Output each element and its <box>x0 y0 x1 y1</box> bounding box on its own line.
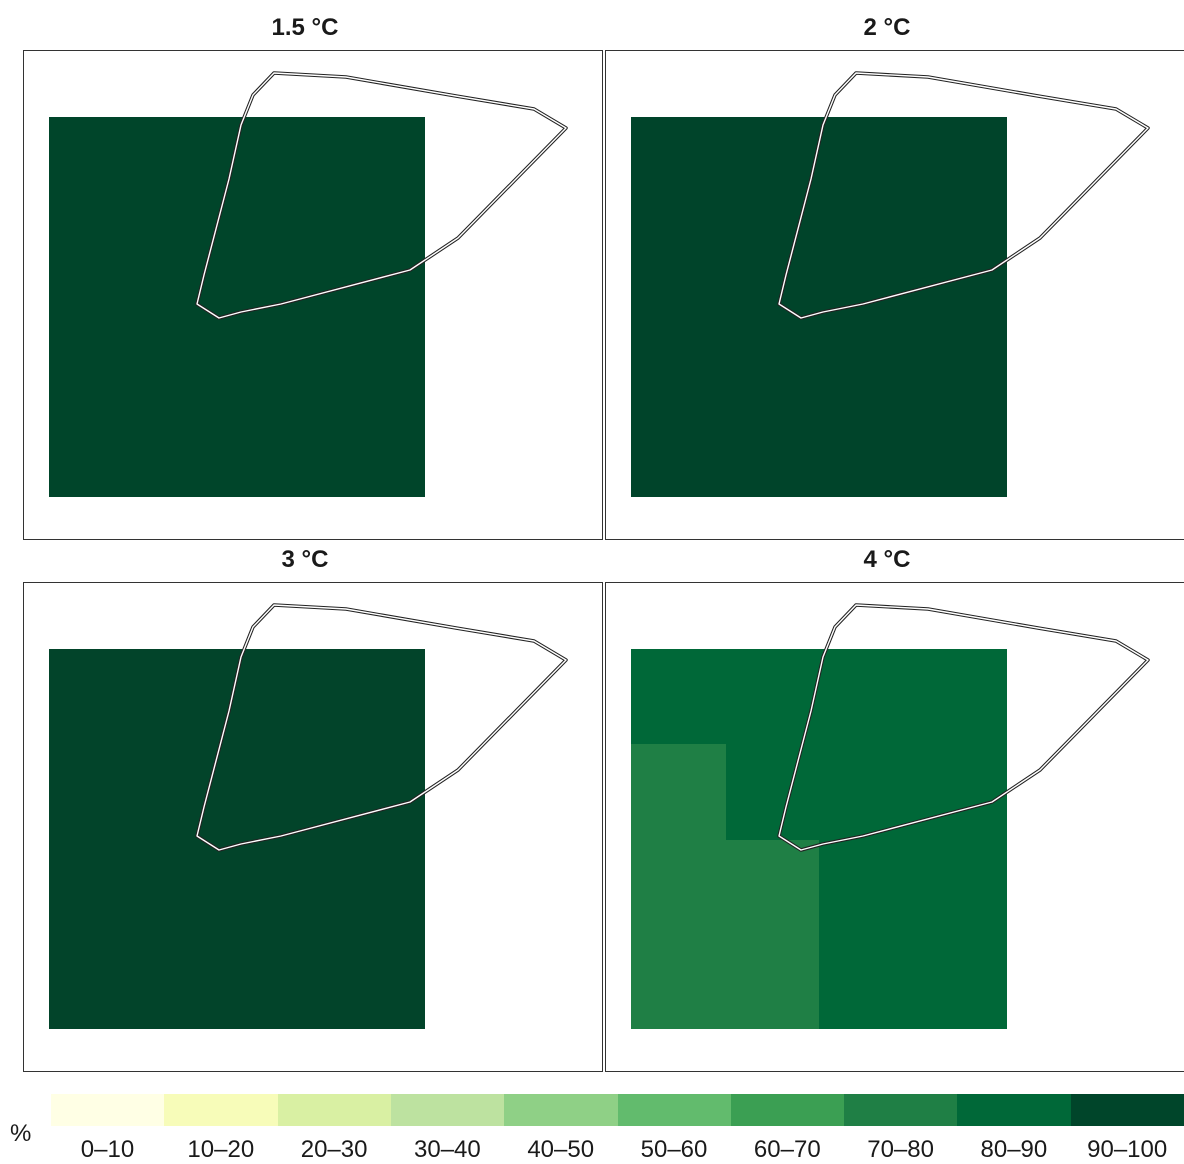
legend-swatch <box>390 1094 505 1126</box>
region-outline-inner <box>778 604 1149 851</box>
legend-label: 10–20 <box>187 1136 255 1163</box>
map-panel-4c <box>605 582 1184 1072</box>
legend-label: 40–50 <box>527 1136 595 1163</box>
map-panel-2c <box>605 50 1184 540</box>
map-3c <box>49 603 568 1029</box>
map-panel-1-5c <box>23 50 603 540</box>
legend-swatch <box>164 1094 279 1126</box>
legend-unit: % <box>10 1120 32 1147</box>
region-outline-inner <box>196 604 567 851</box>
legend-label: 90–100 <box>1087 1136 1168 1163</box>
region-outline-inner <box>778 72 1149 319</box>
legend-swatch <box>617 1094 732 1126</box>
legend-swatch <box>504 1094 618 1126</box>
legend: % 0–10 10–20 20–30 30–40 40–50 50–60 60–70 70–8… <box>0 1090 1184 1164</box>
legend-label: 50–60 <box>640 1136 708 1163</box>
legend-label: 60–70 <box>753 1136 821 1163</box>
map-2c <box>631 71 1150 497</box>
legend-label: 30–40 <box>414 1136 481 1163</box>
panel-title-3c: 3 °C <box>281 546 329 573</box>
legend-swatch <box>277 1094 392 1126</box>
legend-label: 20–30 <box>300 1136 368 1163</box>
map-1-5c <box>49 71 568 497</box>
grid-cell <box>49 117 425 497</box>
legend-swatch <box>844 1094 958 1126</box>
legend-swatch <box>957 1094 1072 1126</box>
map-panel-3c <box>23 582 603 1072</box>
grid-cell <box>631 117 1007 497</box>
legend-label: 70–80 <box>867 1136 934 1163</box>
panel-title-4c: 4 °C <box>863 546 911 573</box>
legend-swatch <box>730 1094 845 1126</box>
legend-swatch <box>51 1094 165 1126</box>
panel-title-2c: 2 °C <box>863 14 911 41</box>
panel-title-1-5c: 1.5 °C <box>271 14 339 41</box>
legend-swatch <box>1070 1094 1184 1126</box>
map-4c <box>631 603 1150 1029</box>
grid-cell <box>631 744 726 1029</box>
grid-cell <box>49 649 425 1029</box>
region-outline-inner <box>196 72 567 319</box>
legend-label: 0–10 <box>80 1136 135 1163</box>
legend-label: 80–90 <box>980 1136 1048 1163</box>
grid-cell <box>725 840 819 1029</box>
